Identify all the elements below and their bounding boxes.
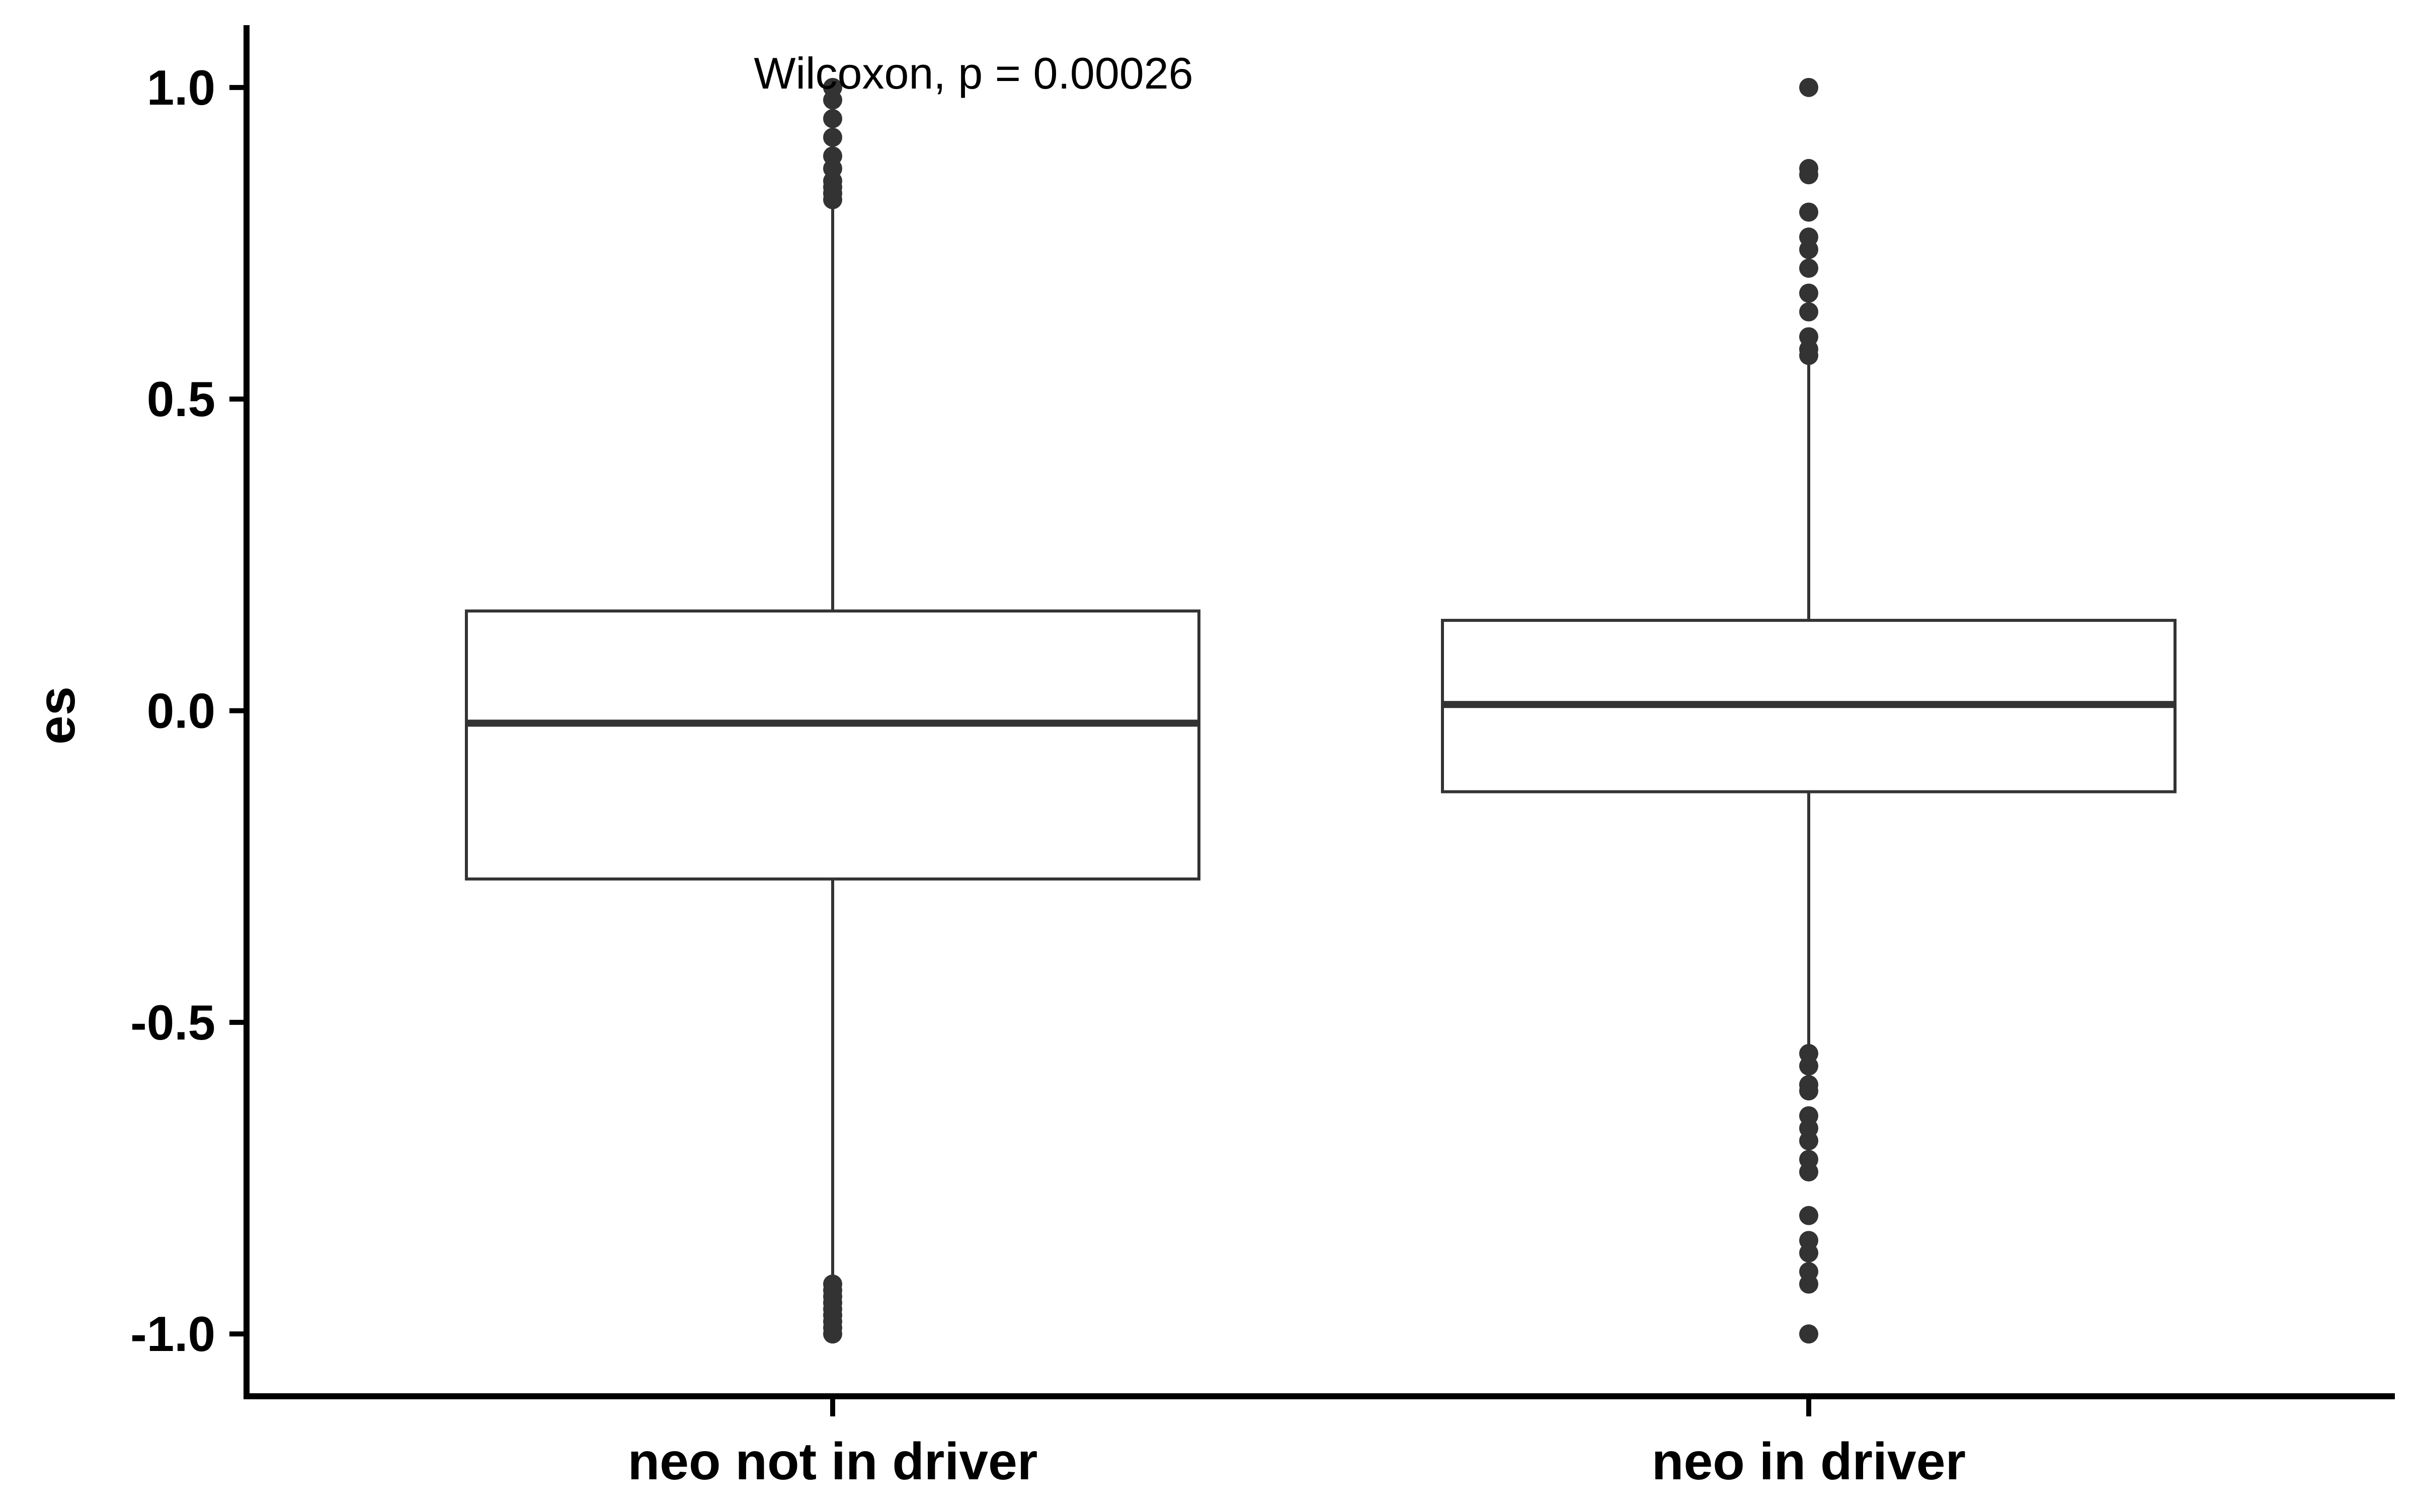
outlier-point (1799, 1275, 1818, 1294)
outlier-point (1799, 77, 1818, 97)
outlier-point (823, 127, 842, 147)
outlier-point (1799, 1324, 1818, 1344)
box-group (465, 206, 1200, 1278)
outlier-point (1799, 165, 1818, 185)
outlier-point (1799, 1131, 1818, 1151)
y-tick-label: -0.5 (130, 995, 215, 1050)
outlier-point (823, 190, 842, 209)
outlier-point (1799, 283, 1818, 303)
outlier-point (1799, 302, 1818, 322)
outlier-point (1799, 259, 1818, 278)
axes-layer (229, 25, 2395, 1416)
y-axis-title: es (28, 686, 86, 745)
wilcoxon-annotation: Wilcoxon, p = 0.00026 (754, 48, 1193, 98)
outlier-point (823, 90, 842, 110)
outlier-point (1799, 1056, 1818, 1076)
box-group (1441, 361, 2177, 1054)
boxes-layer (465, 206, 2177, 1278)
outlier-point (1799, 1162, 1818, 1182)
outlier-point (1799, 240, 1818, 259)
x-category-label: neo in driver (1652, 1433, 1966, 1491)
outlier-point (1799, 1243, 1818, 1263)
outlier-point (1799, 1206, 1818, 1225)
y-tick-label: 1.0 (147, 60, 215, 115)
labels-layer: 1.0 0.5 0.0 -0.5 -1.0 neo not in driver neo in… (28, 48, 1966, 1491)
outlier-point (1799, 1081, 1818, 1101)
y-tick-label: 0.0 (147, 683, 215, 739)
outlier-point (823, 1324, 842, 1344)
y-tick-label: 0.5 (147, 371, 215, 427)
y-tick-label: -1.0 (130, 1306, 215, 1362)
box-iqr (465, 609, 1200, 881)
outliers-layer (823, 77, 1818, 1344)
outlier-point (823, 109, 842, 128)
x-category-label: neo not in driver (628, 1433, 1038, 1491)
outlier-point (1799, 346, 1818, 365)
outlier-point (1799, 202, 1818, 222)
